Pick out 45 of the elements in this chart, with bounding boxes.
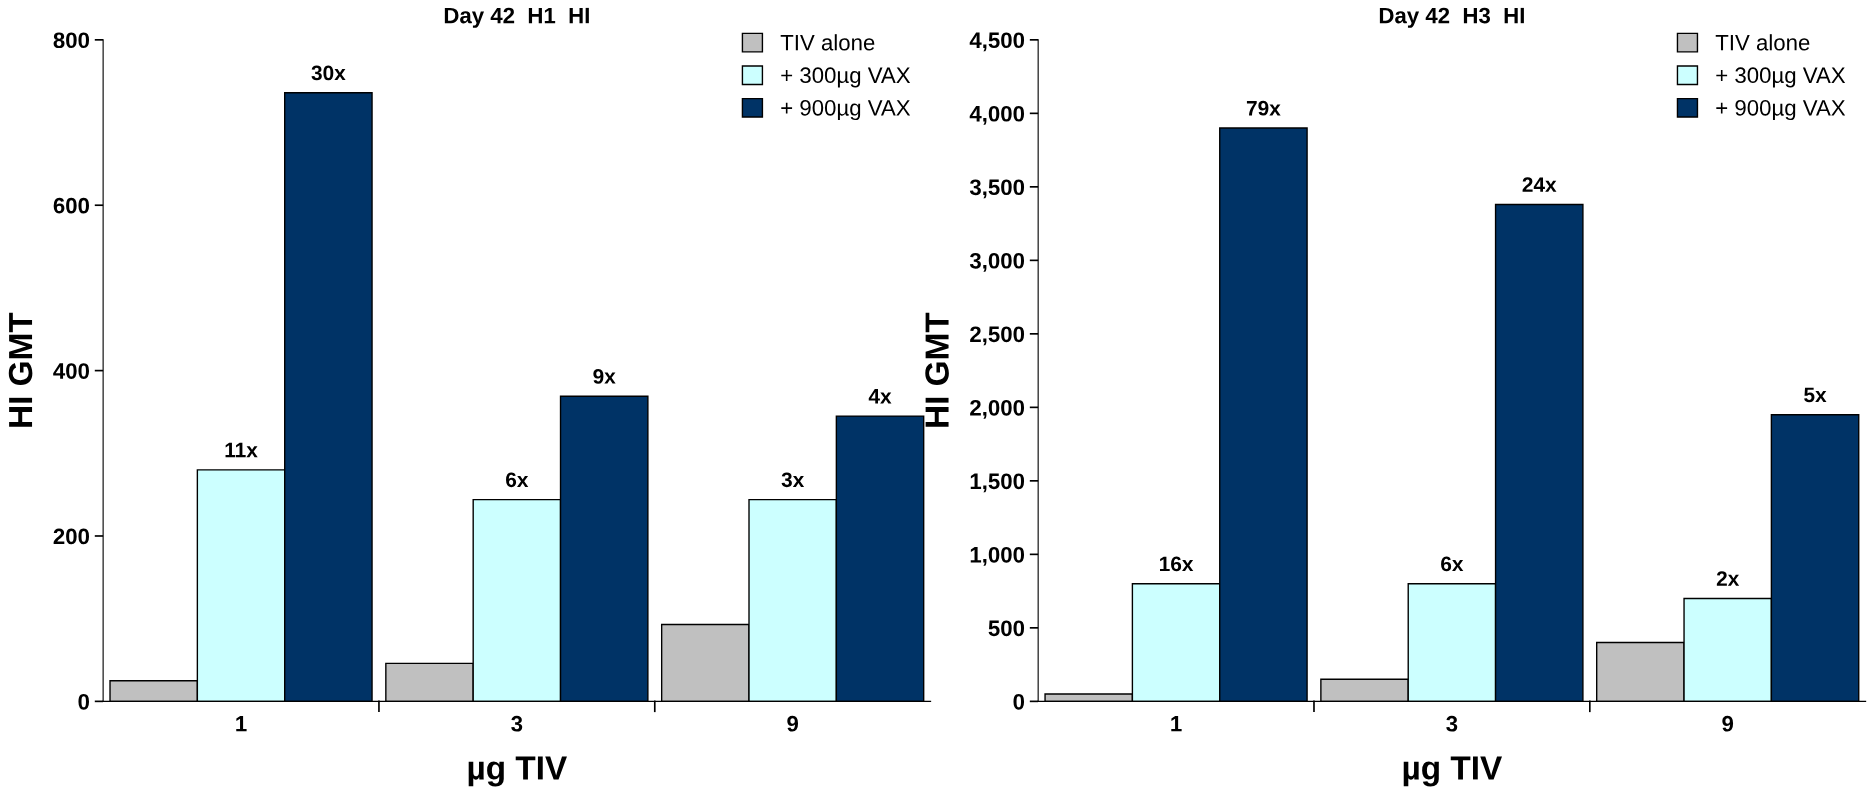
x-tick-label: 9 xyxy=(1722,715,1734,732)
y-tick-label: 400 xyxy=(53,363,90,379)
y-tick-label: 600 xyxy=(53,197,90,214)
annotation: 5x xyxy=(1804,387,1827,403)
y-tick-label: 500 xyxy=(988,620,1025,637)
legend-label: + 300µg VAX xyxy=(781,67,911,88)
y-tick-label: 200 xyxy=(53,528,90,545)
annotation: 24x xyxy=(1522,177,1557,192)
y-axis-title: HI GMT xyxy=(925,312,949,427)
y-tick-label: 3,000 xyxy=(969,252,1025,272)
x-tick-label: 3 xyxy=(511,715,523,732)
annotation: 3x xyxy=(781,472,805,488)
y-tick-label: 0 xyxy=(78,693,90,710)
annotation: 11x xyxy=(225,442,258,458)
chart-title: Day 42 H3 HI xyxy=(1379,7,1524,28)
y-tick-label: 1,000 xyxy=(970,546,1025,566)
legend-label: + 300µg VAX xyxy=(1716,67,1846,88)
y-tick-label: 1,500 xyxy=(970,473,1025,493)
legend-label: TIV alone xyxy=(1715,34,1810,51)
x-axis-title: µg TIV xyxy=(1403,756,1503,787)
x-axis-title: µg TIV xyxy=(468,756,567,787)
chart-title: Day 42 H1 HI xyxy=(444,7,589,28)
x-tick-label: 9 xyxy=(787,715,799,732)
legend-label: + 900µg VAX xyxy=(781,99,911,121)
annotation: 2x xyxy=(1716,571,1740,586)
annotation: 4x xyxy=(868,389,892,404)
annotation: 16x xyxy=(1160,556,1194,572)
y-tick-label: 3,500 xyxy=(969,179,1025,199)
x-tick-label: 3 xyxy=(1446,715,1458,732)
y-tick-label: 800 xyxy=(53,32,90,49)
y-tick-label: 4,000 xyxy=(969,105,1025,125)
legend-label: + 900µg VAX xyxy=(1716,99,1846,121)
annotation: 30x xyxy=(311,65,346,81)
legend-label: TIV alone xyxy=(780,34,875,51)
x-tick-label: 1 xyxy=(1171,716,1182,732)
annotation: 9x xyxy=(593,369,616,384)
y-axis-title: HI GMT xyxy=(8,312,33,427)
y-tick-label: 4,500 xyxy=(969,32,1025,52)
annotation: 6x xyxy=(1441,556,1464,572)
y-tick-label: 0 xyxy=(1013,693,1025,710)
annotation: 79x xyxy=(1246,100,1281,116)
y-tick-label: 2,000 xyxy=(970,399,1025,419)
y-tick-label: 2,500 xyxy=(970,326,1025,346)
annotation: 6x xyxy=(506,472,529,488)
x-tick-label: 1 xyxy=(236,716,247,732)
